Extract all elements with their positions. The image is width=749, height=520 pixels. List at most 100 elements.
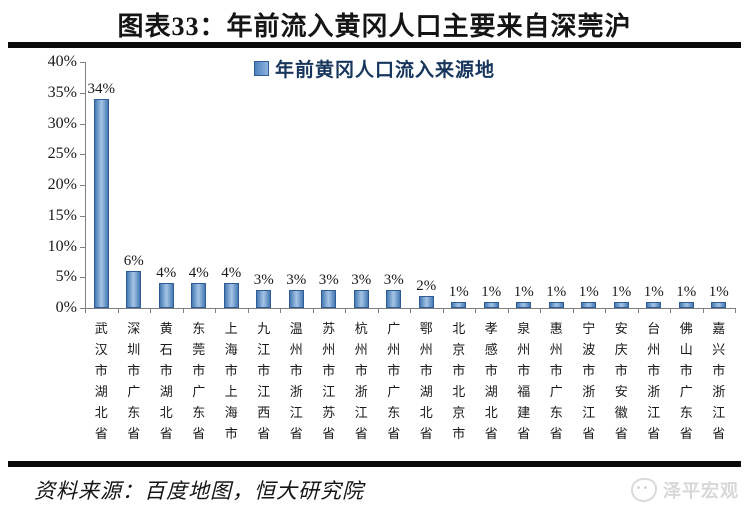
x-tick — [572, 308, 574, 313]
bar-value-label: 4% — [156, 265, 177, 281]
x-axis-category-char: 佛 — [679, 321, 693, 336]
x-axis-category-char: 州 — [647, 342, 661, 357]
x-tick — [85, 308, 86, 313]
x-axis-category-char: 市 — [224, 426, 238, 441]
x-axis-category-char: 福 — [517, 384, 531, 399]
x-tick — [280, 308, 281, 313]
bar — [288, 290, 304, 308]
x-axis-category-char: 市 — [419, 363, 433, 378]
y-tick — [80, 308, 85, 309]
x-axis-category-char: 汉 — [94, 342, 108, 357]
x-axis-category-char: 山 — [679, 342, 693, 357]
y-axis-tick-label: 5% — [55, 268, 77, 286]
x-axis-category-char: 京 — [452, 342, 466, 357]
x-axis-category-char: 广 — [192, 384, 206, 399]
x-axis-category-char: 市 — [484, 363, 498, 378]
x-axis-category-char: 湖 — [484, 384, 498, 399]
x-axis-category-char: 省 — [712, 426, 726, 441]
x-axis-category-char: 西 — [257, 405, 271, 420]
x-axis-category-char: 浙 — [647, 384, 661, 399]
x-axis-category-char: 东 — [192, 405, 206, 420]
x-axis-category-char: 市 — [192, 363, 206, 378]
x-axis-category-char: 市 — [582, 363, 596, 378]
y-axis-tick-label: 40% — [47, 53, 77, 70]
x-axis-category-char: 市 — [127, 363, 141, 378]
x-axis-category-char: 苏 — [322, 405, 336, 420]
x-axis-category-char: 宁 — [582, 321, 596, 336]
bar-value-label: 1% — [676, 284, 697, 300]
x-axis-category-char: 省 — [94, 426, 108, 441]
x-axis-category-label: 黄石市湖北省 — [156, 318, 177, 444]
x-axis-category-char: 黄 — [159, 321, 173, 336]
x-axis-category-char: 海 — [224, 342, 238, 357]
x-axis-category-char: 省 — [419, 426, 433, 441]
x-axis-category-char: 石 — [159, 342, 173, 357]
y-axis-tick-label: 30% — [47, 114, 77, 132]
x-axis-category-char: 省 — [614, 426, 628, 441]
x-tick — [605, 308, 606, 313]
x-axis-category-char: 江 — [257, 384, 271, 399]
x-axis-category-char: 嘉 — [712, 321, 726, 336]
x-axis-category-char: 市 — [387, 363, 401, 378]
x-tick — [702, 308, 704, 313]
bar-value-label: 1% — [546, 284, 567, 300]
x-axis-category-char: 浙 — [289, 384, 303, 399]
x-axis-category-char: 市 — [679, 363, 693, 378]
y-axis-tick-label: 25% — [47, 145, 77, 163]
x-axis-category-char: 省 — [484, 426, 498, 441]
x-axis-category-char: 江 — [354, 405, 368, 420]
x-axis-category-char: 杭 — [354, 321, 368, 336]
x-axis-category-char: 北 — [419, 405, 433, 420]
x-axis-category-label: 上海市上海市 — [221, 318, 242, 444]
bar-value-label: 1% — [643, 284, 664, 300]
x-tick — [442, 308, 444, 313]
x-axis-category-label: 宁波市浙江省 — [578, 318, 599, 444]
x-axis-category-label: 鄂州市湖北省 — [416, 318, 437, 444]
x-axis-category-char: 武 — [94, 321, 108, 336]
x-axis-category-char: 省 — [582, 426, 596, 441]
bar — [191, 283, 207, 308]
x-axis-category-char: 深 — [127, 321, 141, 336]
x-axis-category-label: 深圳市广东省 — [123, 318, 144, 444]
bar-value-label: 4% — [188, 265, 209, 281]
x-axis-category-char: 市 — [452, 426, 466, 441]
legend-swatch-icon — [253, 61, 269, 76]
bar — [516, 302, 532, 308]
y-tick — [80, 123, 85, 125]
bar-value-label: 3% — [351, 272, 372, 288]
x-axis-category-char: 温 — [289, 321, 303, 336]
x-axis-category-label: 佛山市广东省 — [676, 318, 697, 444]
y-tick — [80, 185, 85, 186]
x-axis-category-char: 东 — [192, 321, 206, 336]
legend-label: 年前黄冈人口流入来源地 — [274, 60, 495, 81]
x-axis-category-char: 湖 — [159, 384, 173, 399]
x-axis-category-label: 泉州市福建省 — [513, 318, 534, 444]
x-axis-category-label: 孝感市湖北省 — [481, 318, 502, 444]
source-note: 资料来源：百度地图，恒大研究院 — [34, 479, 364, 503]
x-tick — [670, 308, 671, 313]
bar — [646, 302, 662, 308]
x-axis-category-char: 市 — [614, 363, 628, 378]
x-axis-category-label: 苏州市江苏省 — [318, 318, 339, 444]
x-axis-category-label: 惠州市广东省 — [546, 318, 567, 444]
x-axis-category-char: 市 — [647, 363, 661, 378]
y-tick — [80, 215, 85, 217]
y-tick — [80, 92, 85, 94]
bar-value-label: 4% — [221, 265, 242, 281]
x-tick — [475, 308, 476, 313]
bar — [158, 283, 174, 308]
x-axis-category-char: 省 — [517, 426, 531, 441]
x-axis-category-char: 湖 — [94, 384, 108, 399]
bar-value-label: 3% — [318, 272, 339, 288]
x-axis-category-char: 省 — [647, 426, 661, 441]
bar-chart-plot-area: 40% 35% 30% 25% 20% 15% 10% 5% 0% 34% 武汉市湖北省 6% 深圳市广… — [0, 53, 749, 455]
x-tick — [637, 308, 639, 313]
brand-logo-icon — [631, 478, 657, 502]
x-axis-category-char: 广 — [387, 384, 401, 399]
x-axis-category-char: 浙 — [712, 384, 726, 399]
x-axis-category-char: 省 — [549, 426, 563, 441]
x-axis-category-char: 市 — [322, 363, 336, 378]
bar — [353, 290, 369, 308]
x-axis-category-char: 省 — [354, 426, 368, 441]
x-axis-category-char: 浙 — [354, 384, 368, 399]
